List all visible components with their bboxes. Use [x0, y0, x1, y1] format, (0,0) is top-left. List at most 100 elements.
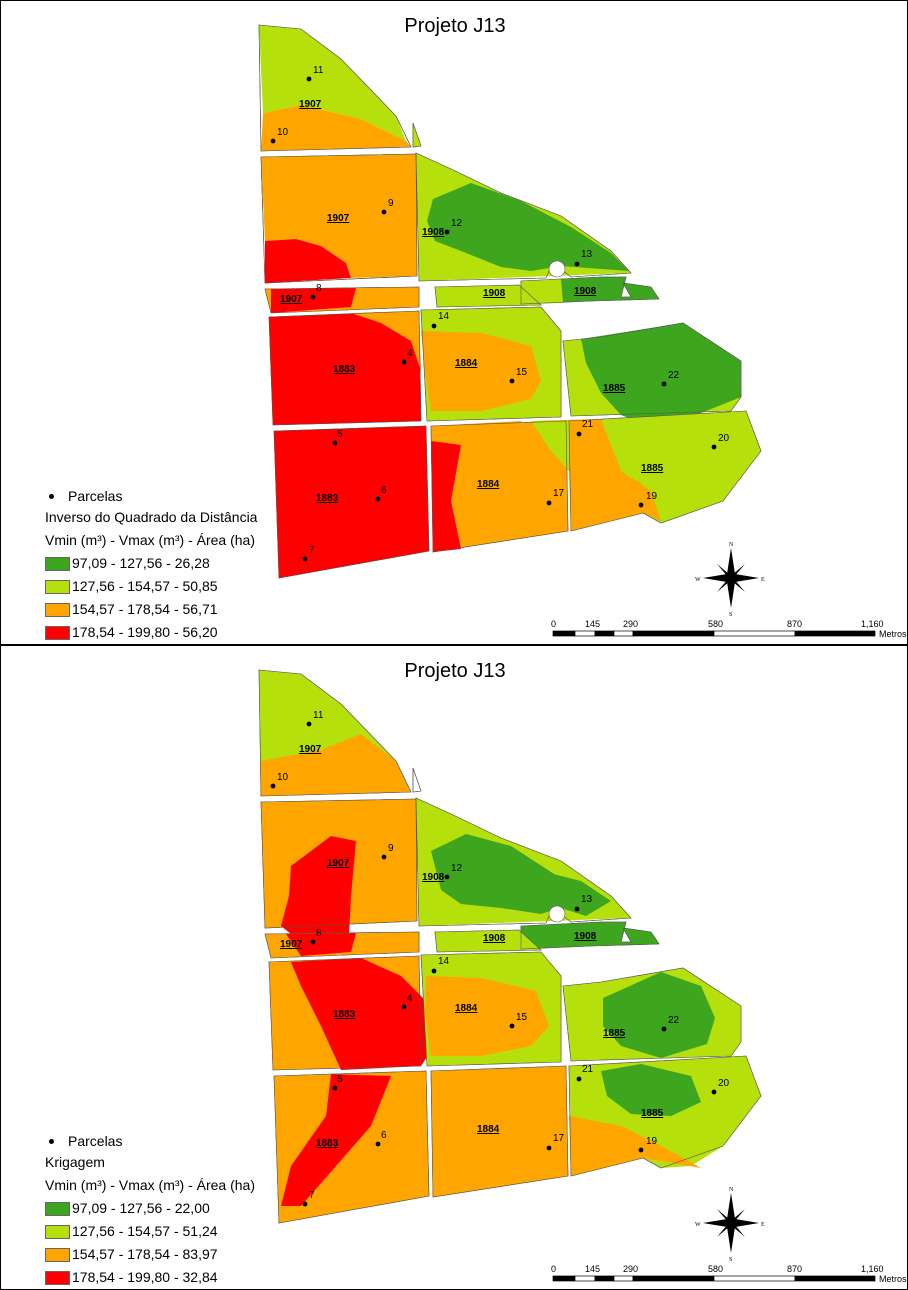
stand-outline	[268, 955, 422, 1071]
stand-outline	[568, 410, 762, 532]
scale-unit: Metros	[879, 1274, 907, 1284]
legend-class-4: 178,54 - 199,80 - 56,20	[45, 621, 285, 644]
plot-label: 22	[668, 1015, 680, 1026]
stand-label: 1885	[603, 383, 626, 394]
legend-swatch-orange	[45, 1247, 70, 1262]
plot-point	[444, 874, 450, 880]
compass-letter: W	[695, 577, 701, 583]
compass-needle	[731, 578, 745, 592]
scale-tick-label: 580	[708, 1264, 723, 1274]
plot-point	[638, 1147, 644, 1153]
volume-zone	[281, 1074, 391, 1206]
scale-segment	[794, 630, 876, 637]
legend-method: Krigagem	[45, 1154, 105, 1170]
stand-label: 1885	[603, 1028, 626, 1039]
volume-zone	[541, 871, 611, 916]
compass-ring	[724, 1216, 738, 1230]
plot-label: 6	[381, 1130, 387, 1141]
plot-label: 21	[582, 419, 594, 430]
scale-tick-label: 580	[708, 619, 723, 629]
scale-unit: Metros	[879, 629, 907, 639]
compass-needle	[703, 574, 731, 582]
plot-point	[638, 502, 644, 508]
plot-label: 17	[553, 1133, 565, 1144]
scale-segment	[632, 1275, 715, 1282]
volume-zone	[421, 331, 541, 411]
stand-outline	[562, 322, 742, 417]
map-legend: Parcelas Krigagem Vmin (m³) - Vmax (m³) …	[45, 1132, 285, 1289]
plot-label: 13	[581, 249, 593, 260]
legend-class-1: 97,09 - 127,56 - 26,28	[45, 552, 285, 575]
stand-outline	[562, 967, 742, 1062]
compass-needle	[731, 1209, 745, 1223]
plot-point	[574, 261, 580, 267]
plot-label: 9	[388, 843, 394, 854]
compass-needle	[731, 1223, 745, 1237]
volume-zone	[569, 1116, 701, 1176]
stand-outline	[412, 767, 422, 793]
volume-zone	[286, 933, 356, 956]
plot-point	[546, 1145, 552, 1151]
legend-header: Vmin (m³) - Vmax (m³) - Área (ha)	[45, 1177, 255, 1193]
compass-letter: S	[729, 1257, 732, 1263]
scale-segment	[632, 630, 715, 637]
legend-swatch-green	[45, 556, 70, 571]
volume-zone	[435, 285, 541, 307]
plot-label: 19	[646, 1136, 658, 1147]
clearing	[548, 260, 566, 278]
stand-label: 1884	[477, 1124, 500, 1135]
plot-label: 5	[337, 1074, 343, 1085]
plot-points: 11 10 9 12 13 8 14 4 15 22 5 21 20 6 17 19 7	[270, 65, 730, 562]
stand-outline	[258, 24, 412, 152]
plot-label: 5	[337, 429, 343, 440]
stand-outline	[264, 931, 420, 959]
stand-outline	[273, 425, 430, 579]
plot-point	[711, 444, 717, 450]
compass-needle	[731, 574, 759, 582]
volume-zone	[431, 1066, 568, 1197]
map-panel-idw: 1907 1907 1908 1908 1908 1907 1883 1884 1885 1885…	[0, 0, 908, 645]
volume-zone	[601, 1064, 701, 1116]
plot-label: 4	[407, 993, 413, 1004]
plot-point	[401, 1004, 407, 1010]
volume-zone	[291, 958, 441, 1070]
stand-label: 1907	[299, 744, 322, 755]
stand-outline	[568, 1055, 762, 1177]
compass-needle	[703, 1219, 731, 1227]
stand-label: 1885	[641, 1108, 664, 1119]
plot-point	[310, 294, 316, 300]
plot-point	[306, 76, 312, 82]
plot-label: 7	[309, 1190, 315, 1201]
stand-label: 1883	[316, 493, 339, 504]
stand-label: 1908	[574, 286, 597, 297]
plot-point	[302, 556, 308, 562]
plot-point	[576, 1076, 582, 1082]
clearing	[548, 905, 566, 923]
stand-label: 1908	[422, 872, 445, 883]
plot-label: 20	[718, 1078, 730, 1089]
plot-label: 19	[646, 491, 658, 502]
scale-segment	[594, 630, 615, 637]
volume-zone	[261, 734, 411, 796]
plot-point	[444, 229, 450, 235]
legend-method: Inverso do Quadrado da Distância	[45, 509, 258, 525]
stand-outline	[412, 122, 422, 148]
stand-label: 1883	[333, 1009, 356, 1020]
volume-zone	[427, 183, 629, 271]
plot-label: 10	[277, 127, 289, 138]
scale-segment	[613, 630, 634, 637]
compass-needle	[727, 1193, 735, 1223]
stand-label: 1883	[333, 364, 356, 375]
plot-point	[381, 209, 387, 215]
compass-needle	[717, 1209, 731, 1223]
plot-point-icon	[49, 494, 54, 499]
compass-needle	[727, 1223, 735, 1253]
plot-point	[576, 431, 582, 437]
volume-zone	[431, 441, 461, 552]
compass-needle	[731, 564, 745, 578]
volume-zone	[581, 323, 741, 427]
map-title: Projeto J13	[404, 660, 506, 682]
plot-label: 8	[316, 283, 322, 294]
compass-ring	[724, 571, 738, 585]
volume-zone	[274, 426, 429, 578]
